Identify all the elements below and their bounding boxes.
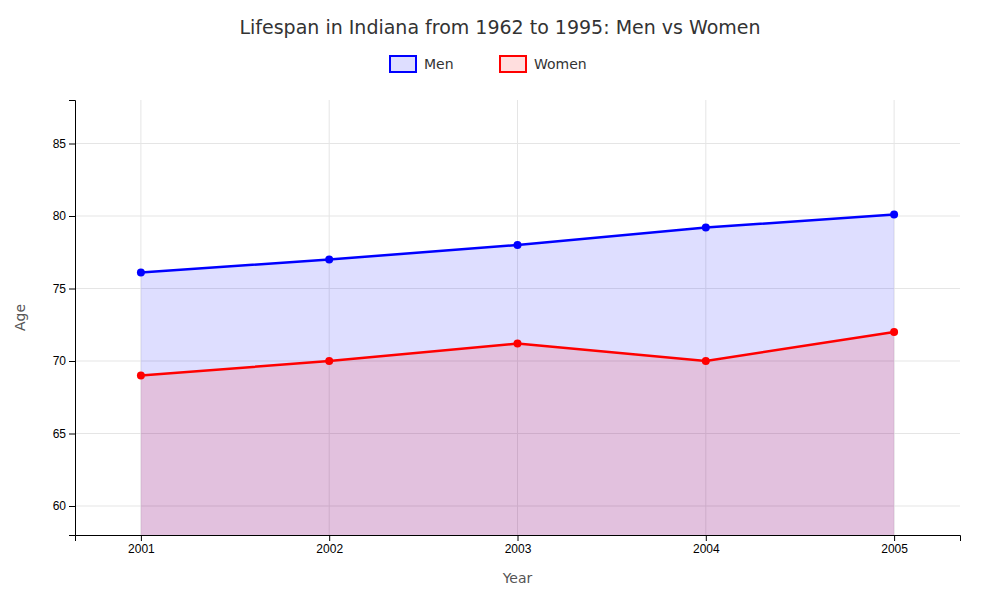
y-axis-title: Age bbox=[12, 304, 28, 331]
point bbox=[702, 357, 710, 365]
y-tick-label: 60 bbox=[53, 499, 67, 513]
x-tick-mark bbox=[329, 535, 330, 541]
point bbox=[514, 241, 522, 249]
x-tick: 2001 bbox=[128, 535, 155, 556]
point bbox=[325, 357, 333, 365]
legend-label: Women bbox=[534, 56, 587, 72]
point bbox=[514, 340, 522, 348]
legend-item: Men bbox=[390, 56, 454, 72]
legend-swatch bbox=[500, 56, 526, 72]
x-axis: 2001 2002 2003 2004 2005 bbox=[76, 535, 961, 556]
grid bbox=[75, 100, 960, 535]
point bbox=[137, 372, 145, 380]
x-tick-label: 2005 bbox=[881, 542, 908, 556]
x-tick-mark bbox=[518, 535, 519, 541]
x-tick-label: 2003 bbox=[505, 542, 532, 556]
x-tick: 2002 bbox=[316, 535, 343, 556]
x-tick: 2003 bbox=[505, 535, 532, 556]
x-axis-title: Year bbox=[502, 570, 533, 586]
y-tick-mark bbox=[69, 289, 75, 290]
x-tick-mark bbox=[706, 535, 707, 541]
y-tick-label: 65 bbox=[53, 427, 67, 441]
y-tick: 75 bbox=[53, 282, 75, 296]
x-tick-label: 2004 bbox=[693, 542, 720, 556]
y-tick: 85 bbox=[53, 137, 75, 151]
legend-swatch bbox=[390, 56, 416, 72]
x-tick-label: 2001 bbox=[128, 542, 155, 556]
point bbox=[137, 269, 145, 277]
legend: Men Women bbox=[390, 56, 587, 72]
line bbox=[141, 332, 894, 376]
line bbox=[141, 215, 894, 273]
y-tick-mark bbox=[69, 434, 75, 435]
y-tick-mark bbox=[69, 216, 75, 217]
y-tick-label: 80 bbox=[53, 209, 67, 223]
marks bbox=[137, 211, 898, 535]
y-tick-label: 75 bbox=[53, 282, 67, 296]
x-axis-line bbox=[76, 536, 961, 542]
x-tick-label: 2002 bbox=[316, 542, 343, 556]
area bbox=[141, 332, 894, 535]
y-tick: 65 bbox=[53, 427, 75, 441]
x-tick-mark bbox=[141, 535, 142, 541]
title: Lifespan in Indiana from 1962 to 1995: M… bbox=[239, 16, 760, 38]
x-tick: 2004 bbox=[693, 535, 720, 556]
y-axis: 60 65 70 75 80 85 bbox=[53, 101, 76, 536]
plot: 2001 2002 2003 2004 2005 60 65 70 75 80 85 Year Age bbox=[12, 100, 961, 586]
y-tick: 80 bbox=[53, 209, 75, 223]
y-tick-label: 70 bbox=[53, 354, 67, 368]
point bbox=[325, 256, 333, 264]
y-tick: 60 bbox=[53, 499, 75, 513]
x-tick-mark bbox=[894, 535, 895, 541]
point bbox=[702, 224, 710, 232]
y-tick-mark bbox=[69, 506, 75, 507]
area bbox=[141, 215, 894, 535]
point bbox=[890, 211, 898, 219]
y-axis-line bbox=[69, 101, 76, 536]
x-tick: 2005 bbox=[881, 535, 908, 556]
legend-item: Women bbox=[500, 56, 587, 72]
y-tick-mark bbox=[69, 361, 75, 362]
chart: Lifespan in Indiana from 1962 to 1995: M… bbox=[0, 0, 1000, 600]
point bbox=[890, 328, 898, 336]
y-tick-label: 85 bbox=[53, 137, 67, 151]
legend-label: Men bbox=[424, 56, 454, 72]
y-tick-mark bbox=[69, 144, 75, 145]
y-tick: 70 bbox=[53, 354, 75, 368]
